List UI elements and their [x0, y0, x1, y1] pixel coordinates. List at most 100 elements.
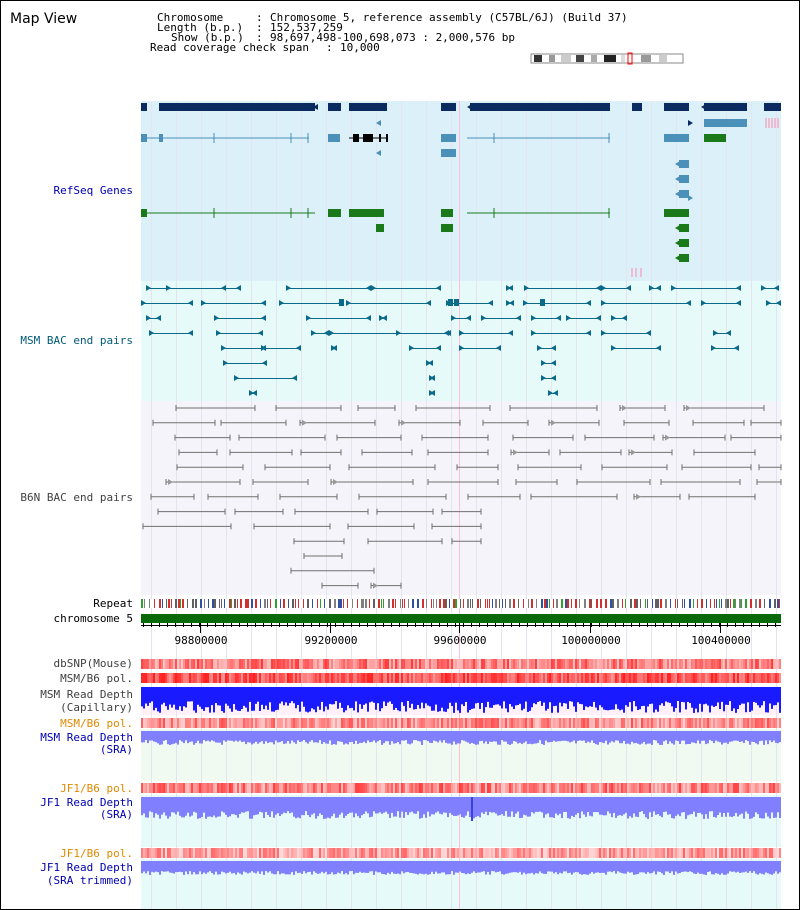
msm-depth-sra-bar: [541, 731, 543, 744]
jf1-depth-bar: [451, 797, 453, 815]
msm-b6-pol-sra-heat-cell: [537, 718, 539, 728]
dbsnp-heat-cell: [731, 659, 733, 669]
length-value: 152,537,259: [270, 21, 343, 34]
msm-depth-cap-label[interactable]: MSM Read Depth: [40, 688, 133, 701]
msm-depth-cap-bar: [221, 687, 223, 712]
jf1-pol-heat-cell: [677, 783, 679, 793]
msm-b6-pol-sra-heat-cell: [167, 718, 169, 728]
dbsnp-heat-cell: [261, 659, 263, 669]
msm-depth-cap-bar: [367, 687, 369, 712]
b6n-bac-track-label[interactable]: B6N BAC end pairs: [20, 491, 133, 504]
msm-b6-pol-sra-heat-cell: [711, 718, 713, 728]
jf1-pol-trim-heat-cell: [745, 848, 747, 858]
repeat-track-label[interactable]: Repeat: [93, 597, 133, 610]
jf1-depth-bar: [559, 797, 561, 814]
msm-b6-pol-sra-label[interactable]: MSM/B6 pol.: [60, 717, 133, 730]
jf1-trim-bar: [769, 861, 771, 875]
jf1-pol-trim-heat-cell: [383, 848, 385, 858]
jf1-pol-heat-cell: [521, 783, 523, 793]
refseq-strand-arrow: [313, 104, 318, 110]
msm-b6-pol-sra-heat-cell: [765, 718, 767, 728]
msm-depth-sra-bar: [211, 731, 213, 741]
jf1-depth-spike: [471, 797, 473, 821]
repeat-element: [417, 599, 419, 608]
jf1-pol-trim-heat-cell: [453, 848, 455, 858]
msm-b6-pol-label[interactable]: MSM/B6 pol.: [60, 672, 133, 685]
jf1-pol-heat-cell: [433, 783, 435, 793]
repeat-element: [449, 599, 450, 608]
refseq-track-label[interactable]: RefSeq Genes: [53, 184, 133, 197]
jf1-trim-label[interactable]: JF1 Read Depth: [40, 861, 133, 874]
jf1-pol-trim-label[interactable]: JF1/B6 pol.: [60, 847, 133, 860]
jf1-trim-bar: [551, 861, 553, 872]
dbsnp-heat-cell: [277, 659, 279, 669]
jf1-trim-bar: [243, 861, 245, 872]
msm-depth-cap-bar: [445, 687, 447, 712]
jf1-pol-trim-heat-cell: [333, 848, 335, 858]
dbsnp-track-label[interactable]: dbSNP(Mouse): [53, 657, 133, 670]
msm-b6-pol-sra-heat-cell: [563, 718, 565, 728]
msm-b6-pol-heat-cell: [397, 673, 399, 683]
jf1-trim-bar: [777, 861, 779, 874]
msm-b6-pol-sra-heat-cell: [741, 718, 743, 728]
msm-depth-sra-bar: [561, 731, 563, 741]
msm-b6-pol-sra-heat-cell: [619, 718, 621, 728]
jf1-depth-bar: [205, 797, 207, 819]
msm-depth-cap-bar: [397, 687, 399, 711]
repeat-element: [221, 599, 222, 608]
msm-b6-pol-sra-heat-cell: [379, 718, 381, 728]
msm-depth-sra-label[interactable]: MSM Read Depth: [40, 731, 133, 744]
refseq-exon: [376, 224, 384, 232]
jf1-pol-trim-heat-cell: [245, 848, 247, 858]
jf1-depth-bar: [395, 797, 397, 817]
jf1-depth-bar: [363, 797, 365, 814]
jf1-trim-bar: [307, 861, 309, 873]
jf1-depth-label[interactable]: JF1 Read Depth: [40, 796, 133, 809]
msm-b6-pol-sra-heat-cell: [631, 718, 633, 728]
refseq-exon: [141, 134, 147, 142]
jf1-pol-heat-cell: [567, 783, 569, 793]
msm-depth-cap-bar: [517, 687, 519, 706]
dbsnp-heat-cell: [213, 659, 215, 669]
jf1-pol-heat-cell: [305, 783, 307, 793]
jf1-depth-bar: [527, 797, 529, 817]
msm-b6-pol-heat-cell: [691, 673, 693, 683]
chromosome-track-label[interactable]: chromosome 5: [53, 612, 133, 625]
repeat-element: [727, 599, 729, 608]
jf1-trim-bar: [395, 861, 397, 874]
msm-depth-sra-bar: [427, 731, 429, 742]
jf1-depth-bar: [421, 797, 423, 818]
dbsnp-heat-cell: [439, 659, 441, 669]
dbsnp-heat-cell: [327, 659, 329, 669]
jf1-trim-bar: [173, 861, 175, 874]
jf1-depth-bar: [537, 797, 539, 812]
msm-b6-pol-sra-heat-cell: [777, 718, 779, 728]
msm-depth-sra-bar: [633, 731, 635, 744]
jf1-pol-heat-cell: [195, 783, 197, 793]
msm-depth-sra-bar: [549, 731, 551, 743]
msm-b6-pol-heat-cell: [215, 673, 217, 683]
jf1-trim-bar: [547, 861, 549, 872]
msm-b6-pol-sra-heat-cell: [327, 718, 329, 728]
jf1-depth-bar: [223, 797, 225, 813]
msm-depth-sra-bar: [457, 731, 459, 744]
jf1-pol-heat-cell: [697, 783, 699, 793]
msm-depth-cap-bar: [427, 687, 429, 706]
jf1-pol-trim-heat-cell: [665, 848, 667, 858]
msm-b6-pol-heat-cell: [571, 673, 573, 683]
jf1-pol-trim-heat-cell: [205, 848, 207, 858]
jf1-depth-bar: [475, 797, 477, 817]
refseq-strand-arrow: [636, 104, 641, 110]
repeat-element: [214, 599, 216, 608]
msm-b6-pol-heat-cell: [759, 673, 761, 683]
msm-bac-track-label[interactable]: MSM BAC end pairs: [20, 334, 133, 347]
msm-depth-cap-bar: [579, 687, 581, 704]
jf1-pol-heat-cell: [501, 783, 503, 793]
jf1-trim-bar: [333, 861, 335, 875]
msm-depth-cap-bar: [729, 687, 731, 702]
msm-depth-cap-bar: [261, 687, 263, 705]
msm-depth-sra-bar: [779, 731, 781, 743]
dbsnp-heat-cell: [225, 659, 227, 669]
jf1-pol-label[interactable]: JF1/B6 pol.: [60, 782, 133, 795]
dbsnp-heat-cell: [149, 659, 151, 669]
